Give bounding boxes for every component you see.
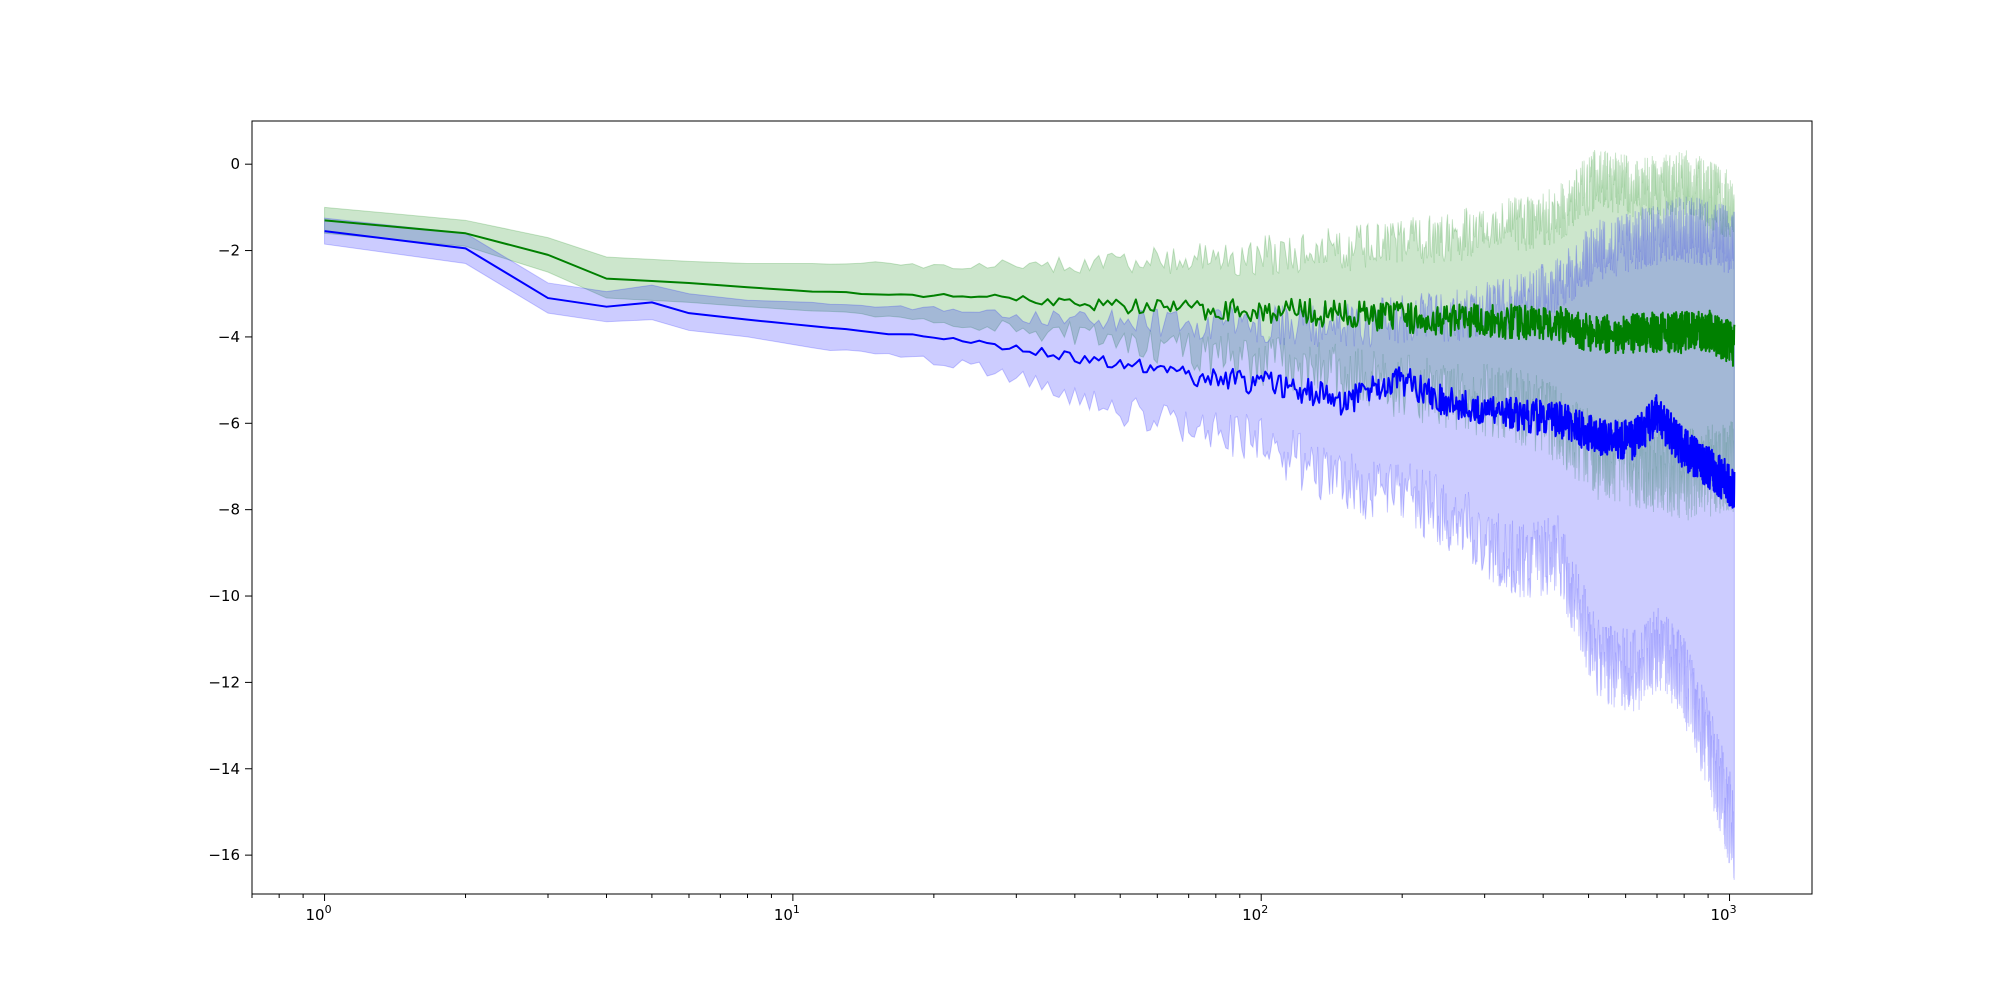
y-axis: 0 −2 −4 −6 −8 −10 −12 −14 −16	[208, 155, 252, 864]
y-tick-label: −14	[208, 760, 240, 778]
y-tick-label: −12	[208, 673, 240, 691]
y-tick-label: −2	[218, 242, 240, 260]
x-tick-label: 103	[1710, 903, 1736, 924]
plot-frame	[251, 120, 1813, 895]
y-tick-label: −16	[208, 846, 240, 864]
line-series-2	[324, 230, 1736, 509]
band-series-2	[324, 196, 1735, 880]
x-tick-label: 102	[1242, 903, 1268, 924]
series-lines	[324, 219, 1736, 509]
y-tick-label: 0	[230, 155, 240, 173]
line-series-1	[324, 219, 1736, 367]
y-tick-label: −4	[218, 328, 240, 346]
y-tick-label: −10	[208, 587, 240, 605]
x-tick-label: 100	[305, 903, 331, 924]
y-tick-label: −6	[218, 414, 240, 432]
x-tick-label: 101	[774, 903, 800, 924]
y-tick-label: −8	[218, 501, 240, 519]
x-axis: 100 101 102 103	[251, 894, 1737, 924]
